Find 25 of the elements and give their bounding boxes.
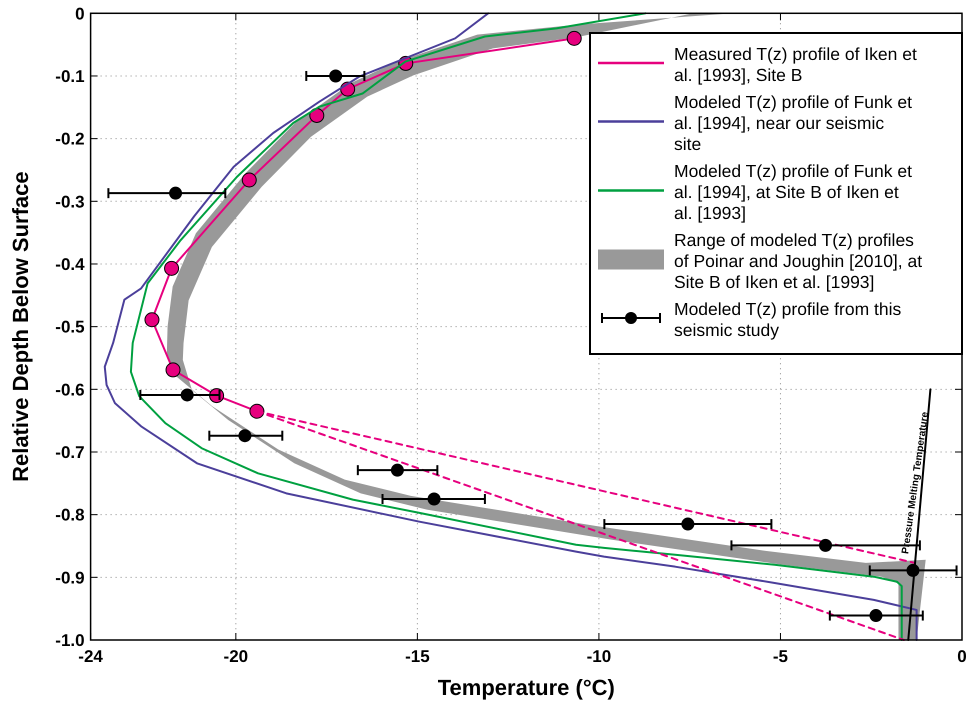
y-tick-label: -0.8 — [55, 506, 85, 525]
y-tick-label: -0.4 — [55, 254, 86, 274]
legend-label: Range of modeled T(z) profiles of Poinar and Joughin [2010], at Site B of Iken et al. [1993] — [674, 230, 922, 292]
legend-label: Modeled T(z) profile of Funk et al. [1994], at Site B of Iken et al. [1993] — [674, 161, 912, 223]
legend-label: Measured T(z) profile of Iken et al. [1993], Site B — [674, 44, 917, 85]
x-tick-label: -15 — [405, 647, 430, 666]
annotation: Pressure Melting Temperature — [900, 410, 932, 555]
x-axis-title: Temperature (°C) — [438, 675, 615, 700]
legend-label: Modeled T(z) profile of Funk et al. [1994], near our seismic site — [674, 92, 912, 154]
y-axis-title: Relative Depth Below Surface — [8, 171, 33, 482]
x-tick-label: 0 — [957, 647, 967, 666]
y-tick-label: 0 — [75, 4, 85, 24]
y-tick-label: -1.0 — [55, 631, 85, 650]
x-tick-label: -5 — [772, 647, 788, 666]
y-tick-label: -0.7 — [55, 442, 85, 462]
x-tick-label: -20 — [224, 647, 248, 666]
x-tick-label: -10 — [586, 647, 612, 666]
y-tick-label: -0.9 — [55, 568, 85, 588]
y-tick-label: -0.3 — [55, 192, 85, 212]
x-tick-label: -24 — [78, 647, 104, 666]
y-tick-label: -0.2 — [55, 130, 85, 149]
y-tick-label: -0.1 — [55, 66, 85, 86]
y-tick-label: -0.5 — [55, 318, 85, 337]
y-tick-label: -0.6 — [55, 380, 85, 400]
legend-label: Modeled T(z) profile from this seismic study — [674, 299, 902, 340]
